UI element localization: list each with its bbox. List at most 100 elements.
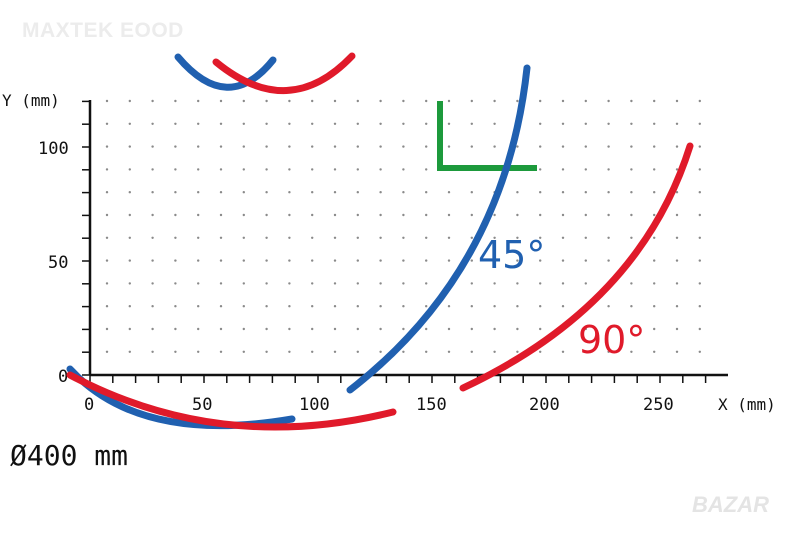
grid-dot	[197, 259, 200, 262]
grid-dot	[151, 145, 154, 148]
grid-dot	[675, 191, 679, 194]
grid-dot	[630, 122, 633, 126]
grid-dot	[265, 191, 268, 194]
grid-dot	[333, 327, 337, 331]
grid-dot	[402, 213, 405, 217]
grid-dot	[174, 282, 177, 285]
grid-dot	[311, 305, 314, 308]
grid-dot	[698, 259, 701, 262]
grid-dot	[174, 350, 177, 353]
grid-dot	[425, 122, 428, 126]
y-tick-label-0: 0	[58, 367, 68, 387]
grid-dot	[151, 259, 154, 262]
grid-dot	[151, 191, 154, 194]
grid-dot	[425, 259, 428, 262]
grid-dot	[698, 236, 701, 239]
grid-dot	[698, 191, 701, 194]
grid-dot	[105, 99, 109, 103]
grid-dot	[288, 145, 291, 148]
grid-dot	[265, 305, 268, 308]
grid-dot	[128, 145, 131, 148]
grid-dot	[653, 305, 656, 308]
grid-dot	[151, 282, 154, 285]
grid-dot	[174, 122, 177, 126]
grid-dot	[516, 327, 519, 331]
grid-dot	[356, 191, 359, 194]
grid-dot	[242, 327, 245, 331]
grid-dot	[128, 191, 131, 194]
grid-dot	[539, 282, 542, 285]
grid-dot	[425, 99, 428, 103]
bend-45-label: 45°	[478, 233, 545, 277]
grid-dot	[516, 282, 519, 285]
grid-dot	[174, 145, 177, 148]
grid-dot	[242, 236, 245, 239]
grid-dot	[470, 236, 473, 239]
grid-dot	[425, 191, 428, 194]
grid-dot	[447, 327, 451, 331]
grid-dot	[675, 327, 679, 331]
x-tick-label-200: 200	[529, 395, 560, 415]
grid-dot	[539, 122, 542, 126]
grid-dot	[219, 282, 223, 285]
grid-dot	[698, 145, 701, 148]
grid-dot	[402, 236, 405, 239]
grid-dot	[447, 350, 451, 353]
bend-90-curve	[459, 142, 694, 392]
top-90-bend-curve	[212, 52, 356, 94]
grid-dot	[333, 122, 337, 126]
grid-dot	[470, 259, 473, 262]
grid-dot	[607, 236, 610, 239]
grid-dot	[607, 259, 610, 262]
grid-dot	[219, 168, 223, 171]
grid-dot	[425, 305, 428, 308]
grid-dot	[698, 168, 701, 171]
grid-dot	[675, 213, 679, 217]
dotted-grid	[105, 99, 701, 353]
grid-dot	[288, 350, 291, 353]
grid-dot	[356, 236, 359, 239]
grid-dot	[561, 191, 565, 194]
grid-dot	[653, 282, 656, 285]
grid-dot	[493, 282, 496, 285]
grid-dot	[151, 305, 154, 308]
grid-dot	[265, 236, 268, 239]
grid-dot	[584, 145, 587, 148]
grid-dot	[425, 327, 428, 331]
grid-dot	[630, 350, 633, 353]
grid-dot	[675, 350, 679, 353]
grid-dot	[333, 236, 337, 239]
grid-dot	[379, 168, 382, 171]
grid-dot	[242, 213, 245, 217]
grid-dot	[105, 350, 109, 353]
grid-dot	[151, 99, 154, 103]
grid-dot	[333, 99, 337, 103]
grid-dot	[539, 259, 542, 262]
grid-dot	[174, 213, 177, 217]
y-axis-label: Y (mm)	[2, 91, 60, 110]
grid-dot	[311, 191, 314, 194]
grid-dot	[379, 327, 382, 331]
grid-dot	[151, 327, 154, 331]
grid-dot	[675, 145, 679, 148]
grid-dot	[584, 236, 587, 239]
grid-dot	[561, 236, 565, 239]
grid-dot	[219, 213, 223, 217]
grid-dot	[219, 145, 223, 148]
grid-dot	[356, 305, 359, 308]
grid-dot	[128, 168, 131, 171]
grid-dot	[584, 259, 587, 262]
y-tick-label-100: 100	[38, 139, 69, 159]
grid-dot	[265, 282, 268, 285]
grid-dot	[675, 168, 679, 171]
grid-dot	[128, 99, 131, 103]
grid-dot	[561, 282, 565, 285]
grid-dot	[151, 122, 154, 126]
grid-dot	[607, 122, 610, 126]
grid-dot	[470, 99, 473, 103]
grid-dot	[675, 305, 679, 308]
grid-dot	[242, 350, 245, 353]
grid-dot	[561, 350, 565, 353]
grid-dot	[128, 213, 131, 217]
grid-dot	[174, 168, 177, 171]
